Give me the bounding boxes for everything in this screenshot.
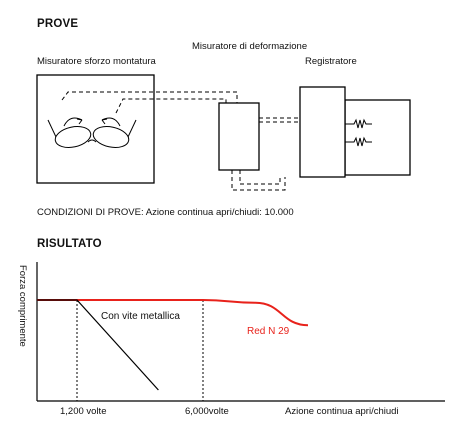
test-heading: PROVE bbox=[37, 18, 79, 30]
deformation-meter-label: Misuratore di deformazione bbox=[192, 41, 308, 52]
x-tick-1200: 1,200 volte bbox=[60, 406, 106, 417]
recorder-box bbox=[299, 86, 346, 178]
eyeglasses-icon bbox=[47, 119, 137, 148]
series-label-red-n29: Red N 29 bbox=[247, 326, 290, 337]
x-tick-6000: 6,000volte bbox=[185, 406, 229, 417]
test-conditions: CONDIZIONI DI PROVE: Azione continua apr… bbox=[37, 207, 294, 218]
recorder-traces bbox=[345, 118, 372, 147]
dashed-wires bbox=[61, 91, 300, 191]
frame-stress-meter-label: Misuratore sforzo montatura bbox=[37, 56, 156, 67]
recorder-label: Registratore bbox=[305, 56, 357, 67]
deformation-meter-box bbox=[218, 102, 260, 171]
series-label-metal-screw: Con vite metallica bbox=[101, 311, 180, 322]
x-axis-label: Azione continua apri/chiudi bbox=[285, 406, 399, 417]
results-heading: RISULTATO bbox=[37, 238, 102, 250]
series-metal-screw-line bbox=[37, 299, 159, 391]
y-axis-label: Forza comprimente bbox=[17, 265, 28, 347]
force-arrows bbox=[63, 117, 121, 127]
test-setup-diagram bbox=[36, 74, 411, 191]
fixture-box bbox=[36, 74, 155, 184]
